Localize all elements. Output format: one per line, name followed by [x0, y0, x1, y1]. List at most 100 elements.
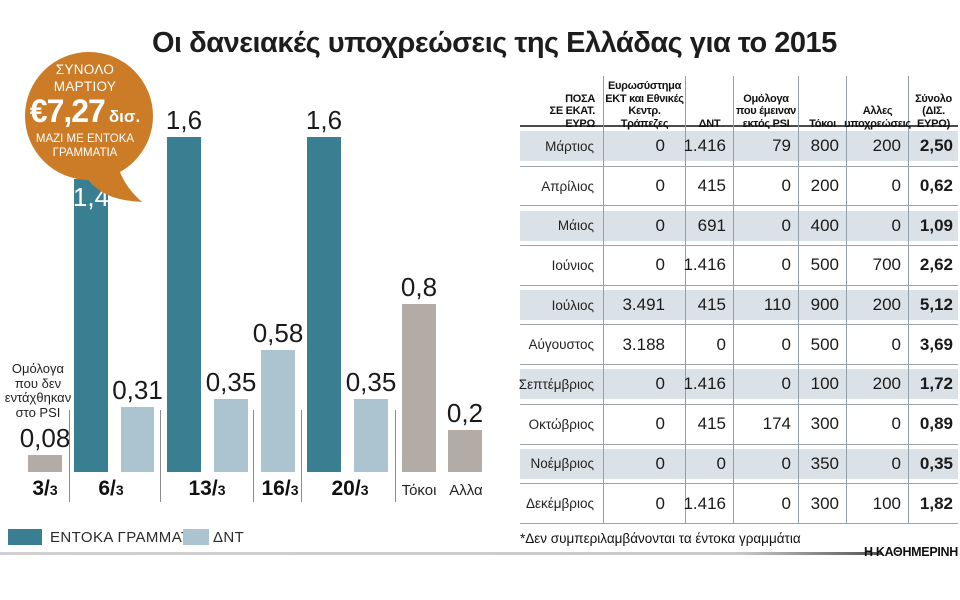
row-value: 100: [847, 484, 909, 523]
row-month: Οκτώβριος: [520, 404, 604, 444]
table-body: Μάρτιος 0 1.416 79 800 200 2,50 Απρίλιος 0 415 0 20…: [519, 127, 958, 524]
bar-value-label: 0,31: [112, 375, 163, 405]
speech-bubble-tail: [80, 156, 142, 202]
row-month: Σεπτέμβριος: [519, 365, 604, 404]
row-value: 0: [847, 325, 909, 365]
row-value: 400: [799, 206, 847, 246]
row-value: 174: [734, 404, 799, 444]
row-value: 0: [686, 325, 734, 365]
row-value: 500: [799, 325, 847, 365]
row-value: 0: [604, 206, 686, 246]
row-value: 1.416: [683, 365, 734, 404]
table-row-Οκτώβριος: Οκτώβριος 0 415 174 300 0 0,89: [520, 404, 958, 445]
row-value: 800: [799, 127, 847, 166]
bar-rect: [28, 455, 62, 472]
bubble-line1: ΣΥΝΟΛΟ: [55, 62, 115, 77]
x-axis-label: 16/3: [261, 477, 299, 500]
row-value: 350: [799, 444, 847, 484]
table-header-total: Σύνολο (ΔΙΣ. ΕΥΡΩ): [915, 92, 952, 130]
row-value: 0: [604, 404, 686, 444]
row-value: 2,62: [919, 255, 953, 275]
bubble-text: ΣΥΝΟΛΟ ΜΑΡΤΙΟΥ €7,27 δισ. ΜΑΖΙ ΜΕ ΕΝΤΟΚΑ …: [21, 62, 149, 160]
row-value: 691: [686, 206, 734, 246]
table-row-Ιούλιος: Ιούλιος 3.491 415 110 900 200 5,12: [520, 285, 958, 326]
table-row-Αύγουστος: Αύγουστος 3.188 0 0 500 0 3,69: [520, 325, 958, 366]
speech-bubble: [25, 52, 153, 202]
row-value: 0: [734, 166, 799, 206]
table-header: ΠΟΣΑ ΣΕ ΕΚΑΤ. ΕΥΡΩ Ευρωσύστημα ΕΚΤ και Ε…: [520, 76, 958, 134]
row-value: 415: [686, 285, 734, 325]
row-value: 700: [847, 246, 909, 285]
bar-value-label: 0,08: [19, 423, 71, 453]
bar-value-label: 0,58: [252, 318, 304, 348]
row-value: 0: [604, 484, 686, 523]
bubble-line3: ΜΑΖΙ ΜΕ ΕΝΤΟΚΑ: [35, 133, 135, 145]
row-month: Απρίλιος: [520, 166, 604, 206]
row-value: 0,89: [919, 414, 953, 434]
axis-divider: [395, 410, 396, 502]
row-value: 0: [686, 444, 734, 484]
row-value: 1,72: [919, 374, 953, 394]
x-axis-label: 20/3: [331, 477, 369, 500]
table-header-imf: ΔΝΤ: [686, 76, 734, 134]
row-value: 79: [734, 127, 799, 166]
legend-label-dnt: ΔΝΤ: [213, 529, 245, 546]
bar-chart: 0,08 1,4 0,31 1,6 0,35 0,58 1,6 0,35 0,8 0,2 3/3 6/…: [19, 107, 483, 502]
row-value: 0: [847, 444, 909, 484]
row-value: 1.416: [683, 127, 734, 166]
bar-rect: [261, 350, 295, 472]
bottom-rule: [0, 552, 882, 555]
legend-swatch-dnt: [183, 529, 209, 545]
table-header-bonds-psi: Ομόλογα που έμειναν εκτός PSI: [734, 76, 799, 134]
footnote: *Δεν συμπεριλαμβάνονται τα έντοκα γραμμά…: [520, 531, 801, 546]
row-value: 0: [604, 444, 686, 484]
row-value: 200: [799, 166, 847, 206]
table-header-amounts: ΠΟΣΑ ΣΕ ΕΚΑΤ. ΕΥΡΩ: [520, 76, 604, 134]
table-header-interest: Τόκοι: [799, 76, 847, 134]
row-value: 1.416: [683, 246, 734, 285]
page-title: Οι δανειακές υποχρεώσεις της Ελλάδας για…: [152, 27, 837, 59]
bar-rect: [307, 137, 341, 472]
legend-swatch-entoka-grammatia: [8, 529, 42, 545]
row-month: Νοέμβριος: [520, 444, 604, 484]
row-value: 0: [604, 127, 686, 166]
x-axis-label: 3/3: [32, 477, 58, 500]
axis-divider: [69, 410, 70, 502]
row-month: Μάιος: [520, 206, 604, 246]
x-axis-label: 13/3: [188, 477, 226, 500]
row-value: 0: [604, 365, 686, 404]
row-value: 200: [847, 127, 909, 166]
row-month: Μάρτιος: [520, 127, 604, 166]
row-value: 110: [734, 285, 799, 325]
data-table: ΠΟΣΑ ΣΕ ΕΚΑΤ. ΕΥΡΩ Ευρωσύστημα ΕΚΤ και Ε…: [519, 76, 958, 524]
table-row-Απρίλιος: Απρίλιος 0 415 0 200 0 0,62: [520, 166, 958, 207]
table-row-Δεκέμβριος: Δεκέμβριος 0 1.416 0 300 100 1,82: [520, 484, 958, 524]
axis-divider: [160, 410, 161, 502]
bar-rect: [214, 399, 248, 472]
bar-rect: [448, 430, 482, 472]
row-value: 0: [847, 404, 909, 444]
row-value: 0: [604, 166, 686, 206]
x-axis-label: Αλλα: [449, 482, 483, 499]
row-value: 500: [799, 246, 847, 285]
table-header-eurosystem: Ευρωσύστημα ΕΚΤ και Εθνικές Κεντρ. Τράπε…: [604, 76, 686, 134]
row-value: 415: [686, 404, 734, 444]
row-value: 0: [734, 325, 799, 365]
row-value: 200: [847, 285, 909, 325]
row-month: Ιούλιος: [520, 285, 604, 325]
table-row-Σεπτέμβριος: Σεπτέμβριος 0 1.416 0 100 200 1,72: [519, 365, 958, 405]
row-value: 0,62: [919, 176, 953, 196]
row-value: 0: [734, 246, 799, 285]
row-value: 3.491: [604, 285, 686, 325]
side-note: Ομόλογα που δεν εντάχθηκαν στο PSI: [4, 361, 72, 420]
table-row-Μάιος: Μάιος 0 691 0 400 0 1,09: [520, 206, 958, 247]
row-value: 5,12: [919, 295, 953, 315]
axis-divider: [301, 410, 302, 502]
row-month: Ιούνιος: [520, 246, 604, 285]
bar-rect: [354, 399, 388, 472]
bubble-unit: δισ.: [108, 107, 141, 126]
row-month: Δεκέμβριος: [520, 484, 604, 523]
bubble-amount-row: €7,27 δισ.: [21, 95, 149, 133]
row-value: 300: [799, 404, 847, 444]
